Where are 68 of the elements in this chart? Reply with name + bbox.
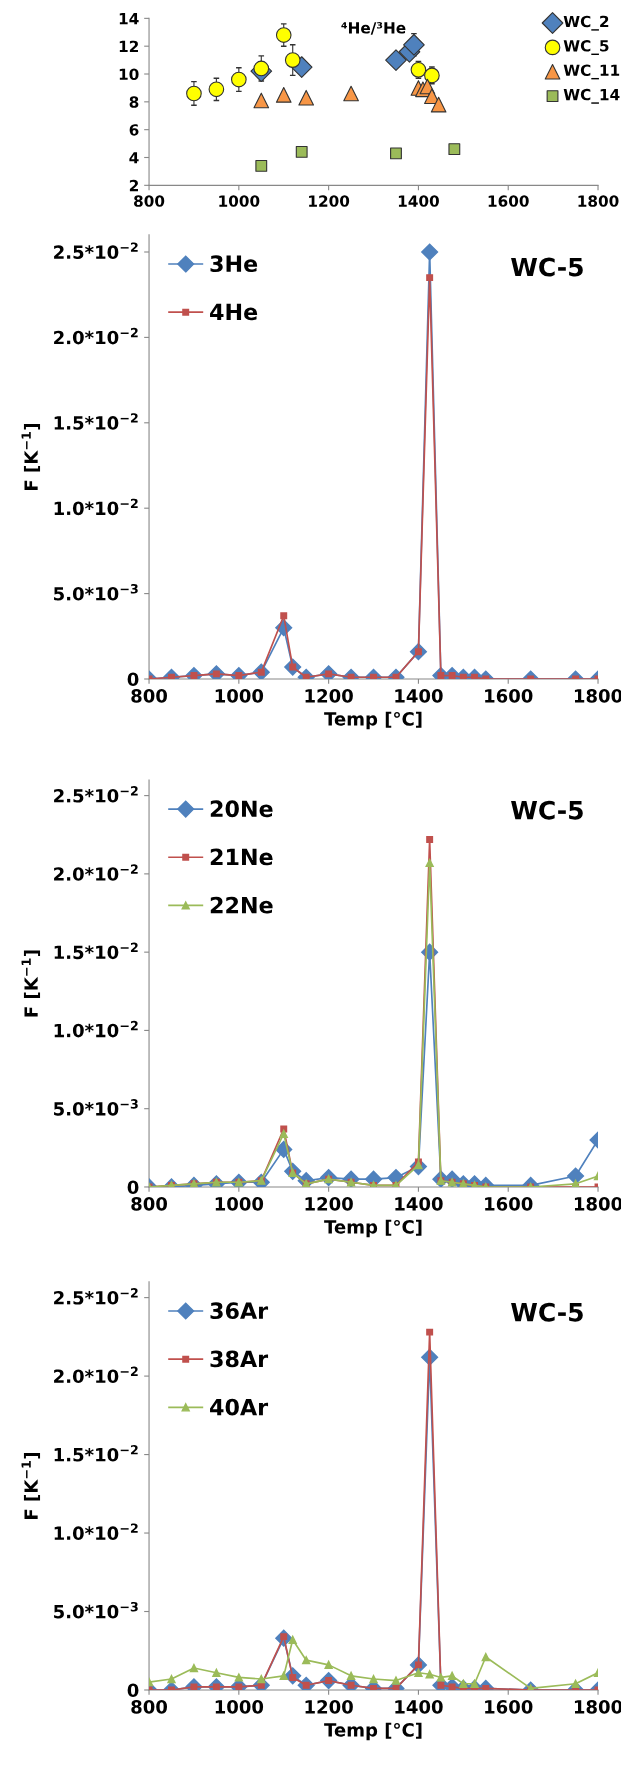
y-tick-label: 2.0*10$^{−2}$ — [54, 864, 138, 881]
x-tick-label: 1000 — [219, 195, 260, 207]
y-tick-label: 2.0*10$^{−2}$ — [54, 327, 138, 345]
x-tick-label: 1200 — [305, 689, 353, 703]
x-axis-title: Temp [°C] — [324, 1722, 422, 1741]
x-tick-label: 1800 — [578, 195, 619, 207]
y-tick-label: 0 — [127, 672, 139, 687]
x-tick-label: 800 — [131, 689, 168, 703]
x-tick-label: 1400 — [395, 1197, 443, 1211]
y-tick-label: 5.0*10$^{−3}$ — [54, 1099, 138, 1116]
y-tick-label: 2.0*10$^{−2}$ — [54, 1366, 138, 1384]
chart-title: ⁴He/³He — [341, 22, 406, 35]
x-tick-label: 1600 — [485, 689, 533, 703]
legend-label: WC_5 — [563, 40, 609, 55]
legend-label: 3He — [210, 255, 258, 273]
x-tick-label: 1400 — [395, 1700, 443, 1714]
y-tick-label: 8 — [129, 96, 139, 108]
y-tick-label: 2.5*10$^{−2}$ — [54, 786, 138, 803]
y-tick-label: 1.5*10$^{−2}$ — [54, 1444, 138, 1462]
y-tick-label: 0 — [127, 1683, 139, 1698]
annotation: WC-5 — [511, 800, 583, 820]
x-tick-label: 800 — [131, 1700, 168, 1714]
legend-label: 20Ne — [210, 800, 273, 818]
y-tick-label: 6 — [129, 124, 139, 136]
x-tick-label: 1200 — [309, 195, 350, 207]
legend-label: 40Ar — [210, 1398, 269, 1416]
x-tick-label: 1600 — [485, 1700, 533, 1714]
y-tick-label: 1.0*10$^{−2}$ — [54, 498, 138, 516]
x-tick-label: 1000 — [215, 1700, 264, 1714]
y-tick-label: 2 — [129, 179, 138, 192]
y-axis-title: F [K$^{−1}$] — [21, 950, 41, 1017]
y-tick-label: 2.5*10$^{−2}$ — [54, 1288, 138, 1305]
y-axis-title: F [K$^{−1}$] — [21, 1453, 41, 1519]
y-tick-label: 14 — [119, 13, 139, 25]
y-tick-label: 4 — [129, 152, 139, 164]
y-tick-label: 12 — [119, 40, 138, 52]
y-tick-label: 5.0*10$^{−3}$ — [54, 584, 138, 601]
x-axis-title: Temp [°C] — [324, 1219, 422, 1238]
x-tick-label: 1600 — [485, 1197, 533, 1211]
legend-label: WC_11 — [563, 64, 620, 80]
legend-label: 22Ne — [210, 896, 273, 914]
y-tick-label: 0 — [127, 1180, 139, 1195]
y-tick-label: 1.0*10$^{−2}$ — [54, 1020, 138, 1038]
x-tick-label: 1000 — [215, 689, 264, 703]
annotation: WC-5 — [511, 257, 583, 277]
x-tick-label: 1000 — [215, 1197, 264, 1211]
annotation: WC-5 — [511, 1302, 583, 1322]
legend-label: 36Ar — [210, 1302, 269, 1320]
legend-label: 21Ne — [210, 848, 273, 866]
x-tick-label: 1400 — [398, 195, 439, 207]
y-tick-label: 5.0*10$^{−3}$ — [54, 1601, 138, 1619]
y-tick-label: 1.5*10$^{−2}$ — [54, 942, 138, 960]
legend-label: 38Ar — [210, 1350, 269, 1368]
x-tick-label: 800 — [134, 195, 165, 207]
y-axis-title: F [K$^{−1}$] — [21, 424, 41, 490]
y-tick-label: 1.0*10$^{−2}$ — [54, 1523, 138, 1541]
legend-label: 4He — [210, 303, 258, 321]
legend-label: WC_2 — [563, 15, 609, 31]
legend-label: WC_14 — [563, 88, 620, 104]
y-tick-label: 1.5*10$^{−2}$ — [54, 413, 138, 430]
x-axis-title: Temp [°C] — [324, 711, 422, 730]
x-tick-label: 1200 — [305, 1700, 353, 1714]
x-tick-label: 1400 — [395, 689, 443, 703]
y-tick-label: 10 — [119, 68, 139, 81]
x-tick-label: 1600 — [488, 195, 529, 207]
x-tick-label: 800 — [131, 1197, 168, 1211]
x-tick-label: 1200 — [305, 1197, 353, 1211]
y-tick-label: 2.5*10$^{−2}$ — [54, 242, 138, 259]
